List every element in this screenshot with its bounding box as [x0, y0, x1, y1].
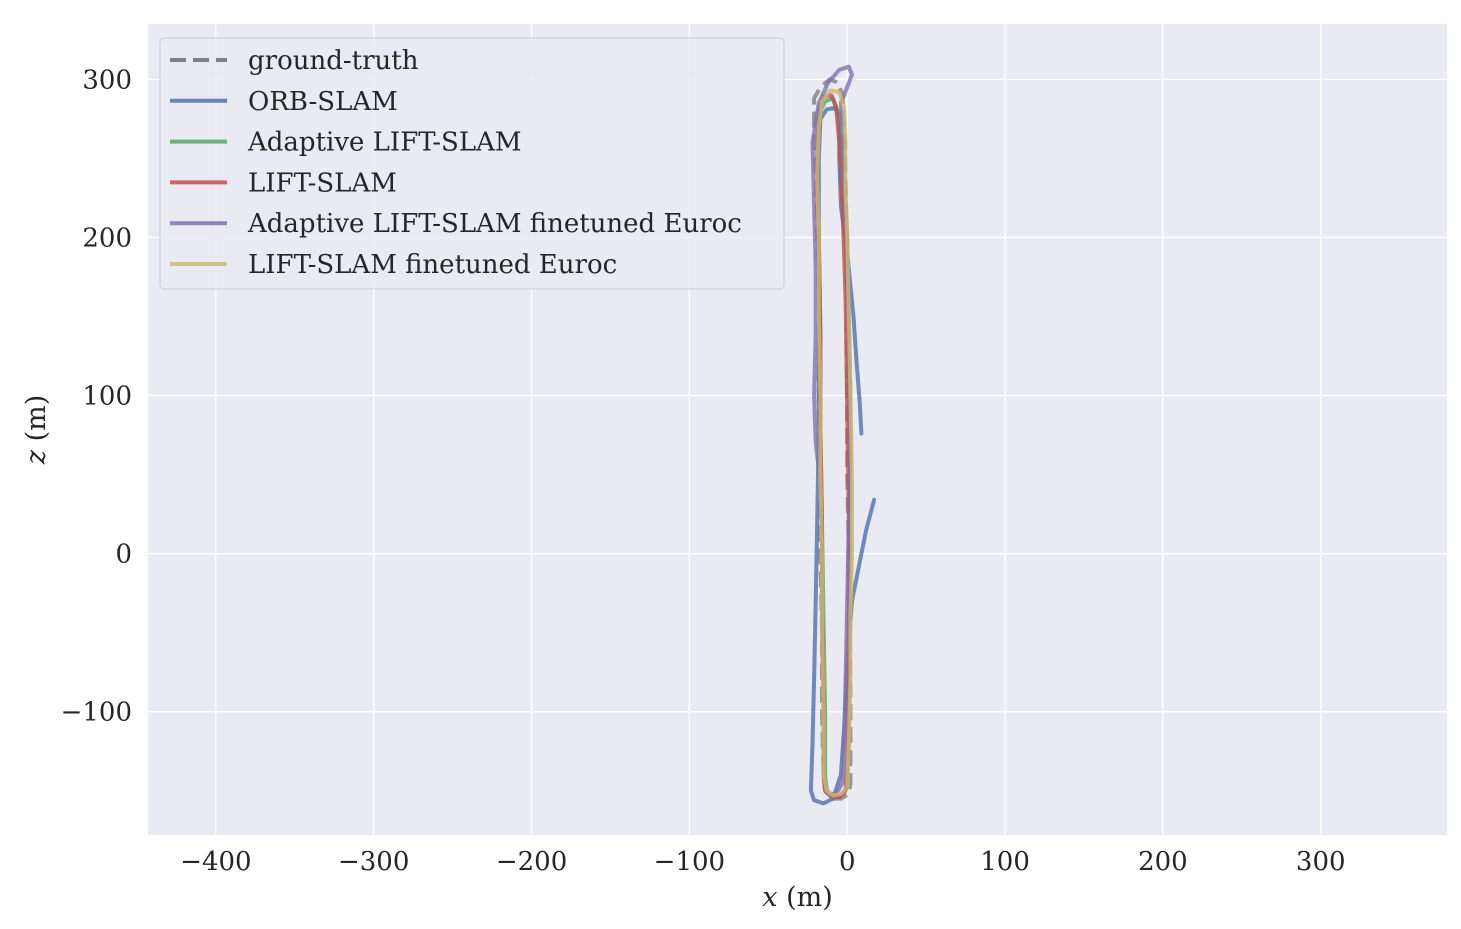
legend-box [159, 37, 785, 290]
legend-label: Adaptive LIFT-SLAM finetuned Euroc [247, 209, 742, 239]
x-axis-var: x [762, 882, 777, 913]
x-tick-labels: −400 −300 −200 −100 0 100 200 300 [180, 847, 1345, 877]
y-axis-unit: (m) [21, 395, 52, 450]
x-axis-label: x (m) [762, 882, 833, 913]
legend-label: ground-truth [248, 46, 419, 76]
x-tick-label: 100 [980, 847, 1030, 877]
y-tick-label: 0 [115, 540, 132, 570]
x-tick-label: −400 [180, 847, 251, 877]
legend: ground-truth ORB-SLAM Adaptive LIFT-SLAM LI… [159, 37, 785, 290]
x-tick-label: −300 [338, 847, 409, 877]
x-tick-label: 300 [1296, 847, 1346, 877]
y-tick-label: 300 [82, 65, 132, 95]
series-line-6 [815, 88, 854, 798]
series-layer [808, 64, 877, 806]
series-line-5 [810, 64, 854, 796]
x-tick-label: 200 [1138, 847, 1188, 877]
legend-label: ORB-SLAM [248, 87, 398, 117]
x-tick-label: 0 [839, 847, 856, 877]
x-tick-label: −100 [654, 847, 725, 877]
y-axis-label: z (m) [21, 395, 52, 466]
y-tick-labels: −100 0 100 200 300 [61, 65, 132, 727]
legend-label: LIFT-SLAM [248, 168, 397, 198]
x-tick-label: −200 [496, 847, 567, 877]
legend-label: Adaptive LIFT-SLAM [247, 128, 522, 158]
y-tick-label: 200 [82, 223, 132, 253]
y-tick-label: 100 [82, 382, 132, 412]
y-axis-var: z [21, 449, 52, 465]
y-tick-label: −100 [61, 698, 132, 728]
x-axis-unit: (m) [777, 882, 832, 913]
legend-label: LIFT-SLAM finetuned Euroc [248, 250, 617, 280]
